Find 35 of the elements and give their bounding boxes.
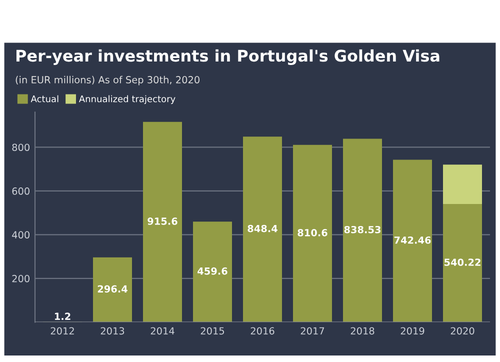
x-tick-label: 2015 xyxy=(200,327,224,335)
x-tick-label: 2020 xyxy=(450,327,474,335)
y-tick-label: 400 xyxy=(12,231,30,239)
bar xyxy=(193,222,232,322)
y-tick-label: 200 xyxy=(12,274,30,282)
chart-subtitle: (in EUR millions) As of Sep 30th, 2020 xyxy=(16,76,200,86)
y-tick-label: 600 xyxy=(12,187,30,195)
y-tick-label: 800 xyxy=(12,144,30,152)
data-label: 459.6 xyxy=(198,267,228,275)
data-label: 540.22 xyxy=(444,258,480,266)
bar xyxy=(393,160,432,322)
bar xyxy=(143,122,182,322)
x-tick-label: 2016 xyxy=(250,327,274,335)
x-tick-label: 2017 xyxy=(300,327,324,335)
chart-title: Per-year investments in Portugal's Golden Visa xyxy=(16,49,440,65)
bar xyxy=(93,257,132,322)
x-tick-label: 2018 xyxy=(350,327,374,335)
data-label: 848.4 xyxy=(248,224,278,232)
x-tick-label: 2019 xyxy=(400,327,424,335)
data-label: 1.2 xyxy=(54,312,70,320)
bar xyxy=(443,204,482,322)
bar xyxy=(443,164,482,204)
data-label: 915.6 xyxy=(148,218,178,225)
data-label: 742.46 xyxy=(394,236,431,244)
x-tick-label: 2012 xyxy=(50,327,74,335)
x-tick-label: 2014 xyxy=(150,327,174,335)
legend-label: Actual xyxy=(30,95,58,102)
bar xyxy=(293,144,332,322)
data-label: 296.4 xyxy=(98,285,128,293)
legend-label: Annualized trajectory xyxy=(78,95,176,104)
bar xyxy=(343,138,382,322)
bar xyxy=(243,136,282,322)
x-tick-label: 2013 xyxy=(100,327,124,335)
data-label: 810.6 xyxy=(298,229,328,236)
data-label: 838.53 xyxy=(344,226,380,234)
